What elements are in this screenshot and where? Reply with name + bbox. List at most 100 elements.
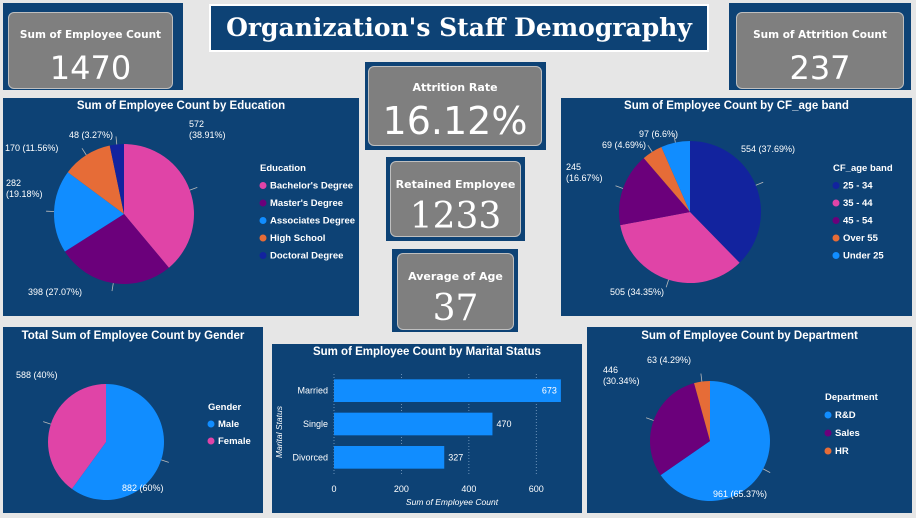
marital-x-tick-400: 400	[461, 484, 476, 494]
department-slice-hr[interactable]	[694, 381, 710, 441]
gender-legend-item-male[interactable]: Male	[218, 419, 239, 430]
kpi-employee-count-panel: Sum of Employee Count 1470	[3, 3, 183, 90]
gender-legend-item-female[interactable]: Female	[218, 436, 251, 447]
department-chart-title: Sum of Employee Count by Department	[641, 330, 858, 342]
age_band-legend-marker-25-34[interactable]	[832, 182, 840, 189]
gender-pie-chart[interactable]: 882 (60%) 588 (40%) Gender Male Female	[3, 327, 263, 513]
kpi-retained-card[interactable]: Retained Employee 1233	[390, 161, 521, 237]
education-data-label-associates-degree: 282 (19.18%)	[6, 178, 43, 199]
department-legend-marker-sales[interactable]	[824, 429, 832, 437]
education-slice-high-school[interactable]	[67, 145, 124, 214]
gender-legend-title: Gender	[208, 402, 242, 413]
age_band-legend-marker-over-55[interactable]	[832, 234, 840, 242]
education-data-label-doctoral-degree: 48 (3.27%)	[69, 130, 113, 140]
age_band-slice-under-25[interactable]	[661, 141, 690, 212]
education-legend-item-master-s-degree[interactable]: Master's Degree	[270, 198, 343, 209]
gender-slice-female[interactable]	[48, 384, 106, 489]
department-legend-item-hr[interactable]: HR	[835, 446, 849, 457]
department-chart-panel[interactable]: Sum of Employee Count by Department 961 …	[587, 327, 912, 513]
department-legend-item-r-d[interactable]: R&D	[835, 410, 856, 421]
marital-y-axis-title: Marital Status	[274, 405, 284, 458]
age_band-slice-45-54[interactable]	[618, 158, 690, 226]
age_band-leader-35-44	[665, 279, 669, 288]
age_band-slice-over-55[interactable]	[643, 147, 690, 212]
age_band-legend-item-over-55[interactable]: Over 55	[843, 233, 879, 244]
department-pie-chart[interactable]: 961 (65.37%) 446 (30.34%) 63 (4.29%) Departm…	[587, 327, 912, 513]
age-band-pie-chart[interactable]: 554 (37.69%) 505 (34.35%) 245 (16.67%) 69 (4…	[561, 98, 912, 316]
marital-bar-divorced[interactable]	[334, 446, 445, 469]
age_band-data-label-35-44: 505 (34.35%)	[610, 287, 664, 297]
education-data-label-bachelor-s-degree: 572 (38.91%)	[189, 119, 226, 140]
age_band-legend-marker-under-25[interactable]	[832, 252, 840, 259]
marital-y-tick-single: Single	[303, 419, 328, 429]
department-slice-sales[interactable]	[649, 383, 710, 476]
education-legend-marker-doctoral-degree[interactable]	[259, 252, 267, 259]
education-slice-bachelor-s-degree[interactable]	[124, 144, 195, 268]
age_band-legend-item-under-25[interactable]: Under 25	[843, 251, 884, 262]
gender-leader-male	[161, 459, 169, 463]
age_band-legend-item-25-34[interactable]: 25 - 34	[843, 181, 873, 192]
kpi-avg-age-label: Average of Age	[408, 270, 503, 283]
age_band-legend-item-45-54[interactable]: 45 - 54	[843, 216, 873, 227]
age_band-data-label-25-34: 554 (37.69%)	[741, 144, 795, 154]
education-data-label-master-s-degree: 398 (27.07%)	[28, 287, 82, 297]
marital-bar-single[interactable]	[334, 412, 493, 436]
education-legend-item-high-school[interactable]: High School	[270, 233, 325, 244]
education-legend-marker-bachelor-s-degree[interactable]	[259, 182, 267, 189]
kpi-employee-count-card[interactable]: Sum of Employee Count 1470	[8, 12, 173, 89]
kpi-retained-panel: Retained Employee 1233	[386, 157, 525, 241]
education-leader-high-school	[81, 148, 87, 156]
age_band-legend-marker-35-44[interactable]	[832, 199, 840, 207]
department-legend-marker-hr[interactable]	[824, 447, 832, 455]
kpi-avg-age-value: 37	[432, 288, 479, 329]
department-data-label-r-d: 961 (65.37%)	[713, 489, 767, 499]
age_band-leader-45-54	[615, 185, 624, 189]
kpi-attrition-count-value: 237	[789, 49, 851, 87]
gender-data-label-female: 588 (40%)	[16, 370, 58, 380]
kpi-avg-age-card[interactable]: Average of Age 37	[397, 253, 514, 330]
gender-legend-marker-male[interactable]	[207, 420, 215, 428]
kpi-attrition-rate-label: Attrition Rate	[412, 81, 498, 94]
education-slice-doctoral-degree[interactable]	[109, 144, 124, 214]
age_band-leader-over-55	[647, 144, 653, 153]
education-pie-chart[interactable]: 572 (38.91%) 398 (27.07%) 282 (19.18%) 170 (1…	[3, 98, 359, 316]
department-legend-item-sales[interactable]: Sales	[835, 428, 860, 439]
department-leader-r-d	[762, 468, 771, 473]
education-leader-doctoral-degree	[115, 136, 118, 145]
age-band-chart-title: Sum of Employee Count by CF_age band	[624, 100, 849, 112]
education-legend-marker-master-s-degree[interactable]	[259, 199, 267, 207]
gender-chart-title: Total Sum of Employee Count by Gender	[21, 330, 245, 342]
education-legend-item-doctoral-degree[interactable]: Doctoral Degree	[270, 251, 343, 262]
education-legend-item-bachelor-s-degree[interactable]: Bachelor's Degree	[270, 181, 353, 192]
marital-bar-chart[interactable]: 0 200 400 600 Married 673 Single 470 Divorced 327…	[272, 344, 582, 513]
marital-bar-married[interactable]	[334, 379, 561, 402]
kpi-employee-count-value: 1470	[49, 49, 132, 87]
education-slice-associates-degree[interactable]	[53, 172, 124, 252]
age_band-slice-25-34[interactable]	[690, 141, 761, 263]
education-legend-title: Education	[260, 163, 306, 174]
department-legend-marker-r-d[interactable]	[824, 411, 832, 419]
age_band-legend-marker-45-54[interactable]	[832, 217, 840, 224]
kpi-attrition-count-card[interactable]: Sum of Attrition Count 237	[736, 12, 904, 89]
department-slice-r-d[interactable]	[660, 381, 770, 501]
marital-chart-panel[interactable]: Sum of Employee Count by Marital Status …	[272, 344, 582, 513]
age_band-data-label-under-25: 97 (6.6%)	[639, 129, 678, 139]
gender-slice-male[interactable]	[71, 384, 165, 500]
kpi-attrition-count-label: Sum of Attrition Count	[753, 29, 887, 41]
education-slice-master-s-degree[interactable]	[64, 214, 169, 285]
education-legend-item-associates-degree[interactable]: Associates Degree	[270, 216, 355, 227]
age_band-slice-35-44[interactable]	[620, 212, 740, 284]
age_band-legend-item-35-44[interactable]: 35 - 44	[843, 198, 873, 209]
gender-chart-panel[interactable]: Total Sum of Employee Count by Gender 88…	[3, 327, 263, 513]
gender-legend-marker-female[interactable]	[207, 437, 215, 445]
education-legend-marker-high-school[interactable]	[259, 234, 267, 242]
kpi-attrition-rate-card[interactable]: Attrition Rate 16.12%	[368, 66, 542, 146]
education-legend-marker-associates-degree[interactable]	[259, 217, 267, 224]
age-band-chart-panel[interactable]: Sum of Employee Count by CF_age band 554…	[561, 98, 912, 316]
education-chart-panel[interactable]: Sum of Employee Count by Education 572 (3…	[3, 98, 359, 316]
education-data-label-high-school: 170 (11.56%)	[5, 143, 58, 153]
kpi-attrition-rate-panel: Attrition Rate 16.12%	[365, 62, 546, 150]
kpi-attrition-count-panel: Sum of Attrition Count 237	[729, 3, 911, 90]
marital-chart-title: Sum of Employee Count by Marital Status	[312, 346, 542, 358]
age_band-data-label-45-54: 245 (16.67%)	[566, 162, 603, 183]
